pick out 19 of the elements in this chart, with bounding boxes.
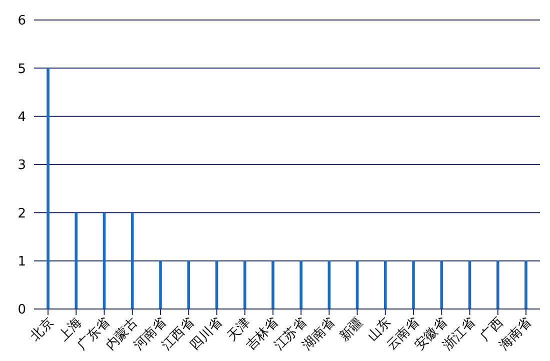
- bar: [384, 260, 387, 309]
- x-tick-label: 北京: [28, 315, 57, 344]
- x-tick-label: 新疆: [337, 315, 366, 344]
- bar: [524, 260, 528, 309]
- y-tick-label: 0: [18, 302, 26, 318]
- bar: [130, 212, 134, 309]
- y-tick-label: 1: [18, 254, 26, 270]
- y-tick-label: 5: [18, 62, 26, 77]
- bar: [300, 260, 302, 309]
- y-tick-label: 4: [18, 110, 26, 125]
- y-tick-label: 6: [18, 14, 26, 29]
- bar: [412, 260, 415, 309]
- y-tick-label: 2: [18, 206, 26, 222]
- y-tick-label: 3: [18, 158, 26, 174]
- bar: [46, 68, 50, 309]
- bar: [187, 260, 190, 309]
- bar: [272, 260, 274, 309]
- bar: [440, 260, 444, 309]
- bar: [159, 260, 162, 309]
